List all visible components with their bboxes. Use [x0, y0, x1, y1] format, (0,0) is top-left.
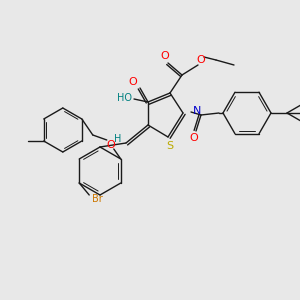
Text: O: O [129, 77, 137, 87]
Text: N: N [193, 106, 201, 116]
Text: O: O [196, 55, 206, 65]
Text: H: H [114, 134, 122, 144]
Text: HO: HO [116, 93, 131, 103]
Text: O: O [160, 51, 169, 61]
Text: Br: Br [92, 194, 103, 204]
Text: O: O [106, 140, 115, 150]
Text: O: O [190, 133, 198, 143]
Text: S: S [167, 141, 174, 151]
